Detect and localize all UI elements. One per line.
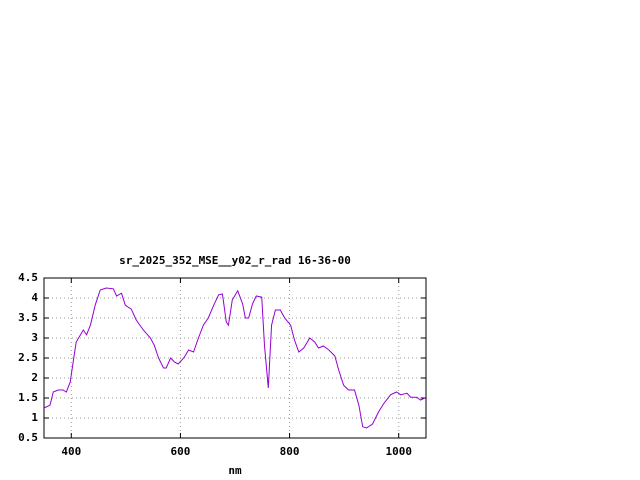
y-tick-label: 3.5 [18,311,38,324]
y-tick-label: 2 [31,371,38,384]
y-tick-label: 4.5 [18,271,38,284]
x-axis-label: nm [228,464,242,477]
y-tick-label: 1 [31,411,38,424]
y-tick-label: 3 [31,331,38,344]
chart-title: sr_2025_352_MSE__y02_r_rad 16-36-00 [119,254,351,267]
y-tick-label: 4 [31,291,38,304]
data-line [43,287,426,429]
x-tick-label: 600 [170,445,190,458]
plot-border [43,277,427,439]
y-tick-label: 1.5 [18,391,38,404]
x-tick-label: 400 [61,445,81,458]
x-tick-label: 800 [280,445,300,458]
y-tick-label: 2.5 [18,351,38,364]
x-tick-label: 1000 [385,445,412,458]
y-tick-label: 0.5 [18,431,38,444]
